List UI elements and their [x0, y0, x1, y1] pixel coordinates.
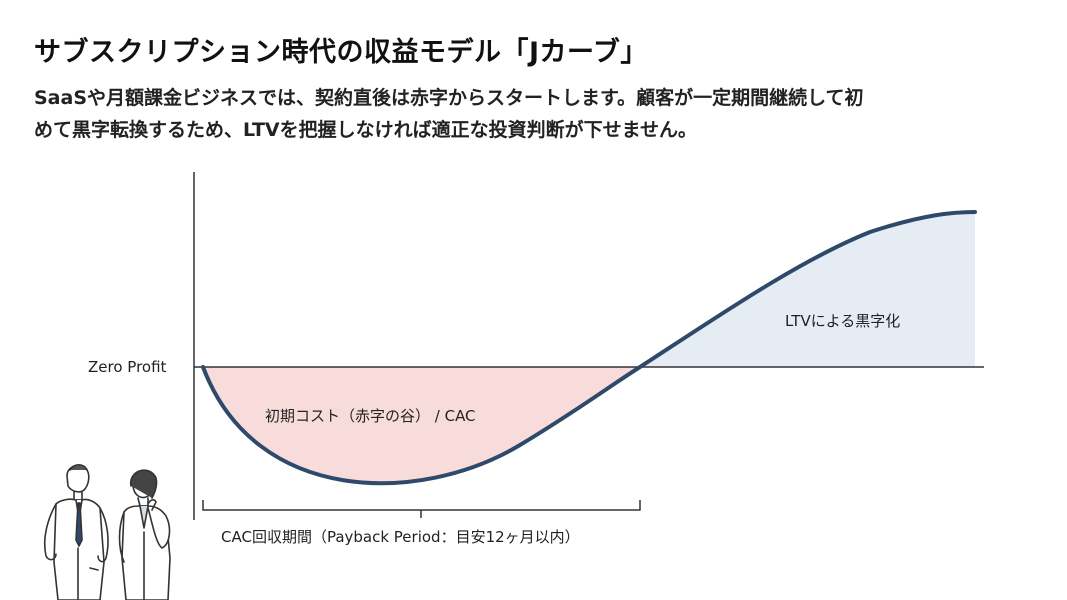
description-line-2: めて黒字転換するため、LTVを把握しなければ適正な投資判断が下せません。: [34, 119, 698, 141]
payback-bracket: [202, 500, 641, 511]
description: SaaSや月額課金ビジネスでは、契約直後は赤字からスタートします。顧客が一定期間…: [34, 82, 1034, 146]
payback-period-label: CAC回収期間（Payback Period：目安12ヶ月以内）: [221, 528, 580, 546]
loss-area: [203, 367, 640, 484]
businessman-figure: [43, 463, 109, 600]
j-curve-line: [201, 210, 977, 486]
page-title: サブスクリプション時代の収益モデル「Jカーブ」: [34, 37, 648, 68]
loss-area-label: 初期コスト（赤字の谷） / CAC: [265, 407, 476, 425]
description-line-1: SaaSや月額課金ビジネスでは、契約直後は赤字からスタートします。顧客が一定期間…: [34, 87, 864, 109]
zero-profit-label: Zero Profit: [88, 358, 167, 376]
business-people-illustration: [43, 463, 171, 600]
profit-area-label: LTVによる黒字化: [785, 312, 901, 330]
profit-area: [640, 212, 975, 367]
businesswoman-figure: [118, 469, 171, 600]
